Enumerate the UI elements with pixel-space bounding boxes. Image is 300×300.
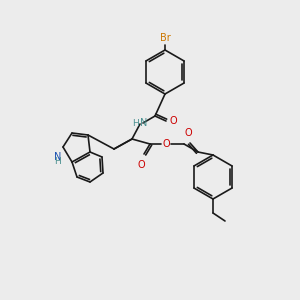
Text: H: H	[54, 157, 61, 166]
Text: N: N	[140, 118, 147, 128]
Text: O: O	[162, 139, 170, 149]
Text: H: H	[132, 118, 139, 127]
Text: N: N	[54, 152, 61, 162]
Text: O: O	[137, 160, 145, 170]
Text: O: O	[184, 128, 192, 138]
Text: O: O	[170, 116, 178, 126]
Text: Br: Br	[160, 33, 170, 43]
